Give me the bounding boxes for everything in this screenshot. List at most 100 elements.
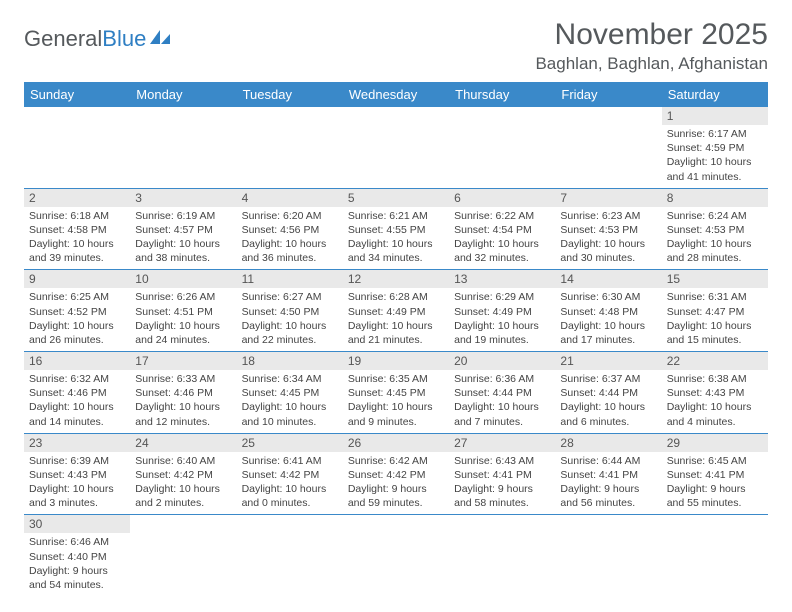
sunrise-text: Sunrise: 6:33 AM [135,372,231,386]
calendar-cell: 10Sunrise: 6:26 AMSunset: 4:51 PMDayligh… [130,270,236,352]
day-number: 27 [449,434,555,452]
day-number: 29 [662,434,768,452]
calendar-cell: 15Sunrise: 6:31 AMSunset: 4:47 PMDayligh… [662,270,768,352]
sunrise-text: Sunrise: 6:46 AM [29,535,125,549]
day-details: Sunrise: 6:30 AMSunset: 4:48 PMDaylight:… [555,288,661,351]
daylight-text: Daylight: 10 hours and 24 minutes. [135,319,231,347]
calendar-cell [662,515,768,596]
sunrise-text: Sunrise: 6:37 AM [560,372,656,386]
sunset-text: Sunset: 4:59 PM [667,141,763,155]
calendar-row: 9Sunrise: 6:25 AMSunset: 4:52 PMDaylight… [24,270,768,352]
day-number: 8 [662,189,768,207]
day-number: 1 [662,107,768,125]
day-details: Sunrise: 6:19 AMSunset: 4:57 PMDaylight:… [130,207,236,270]
sunrise-text: Sunrise: 6:31 AM [667,290,763,304]
daylight-text: Daylight: 10 hours and 34 minutes. [348,237,444,265]
day-number: 7 [555,189,661,207]
calendar-cell: .. [24,107,130,188]
day-header: Monday [130,82,236,107]
day-number: 20 [449,352,555,370]
sunset-text: Sunset: 4:48 PM [560,305,656,319]
daylight-text: Daylight: 10 hours and 15 minutes. [667,319,763,347]
sunrise-text: Sunrise: 6:44 AM [560,454,656,468]
logo-text-1: General [24,26,102,52]
daylight-text: Daylight: 9 hours and 58 minutes. [454,482,550,510]
day-header: Friday [555,82,661,107]
day-number: 21 [555,352,661,370]
header: GeneralBlue November 2025 Baghlan, Baghl… [24,18,768,74]
day-details: Sunrise: 6:17 AMSunset: 4:59 PMDaylight:… [662,125,768,188]
daylight-text: Daylight: 10 hours and 28 minutes. [667,237,763,265]
sunset-text: Sunset: 4:51 PM [135,305,231,319]
sunset-text: Sunset: 4:44 PM [454,386,550,400]
day-number: 19 [343,352,449,370]
day-details: Sunrise: 6:18 AMSunset: 4:58 PMDaylight:… [24,207,130,270]
day-header-row: Sunday Monday Tuesday Wednesday Thursday… [24,82,768,107]
sunrise-text: Sunrise: 6:43 AM [454,454,550,468]
day-details: Sunrise: 6:24 AMSunset: 4:53 PMDaylight:… [662,207,768,270]
location: Baghlan, Baghlan, Afghanistan [535,54,768,74]
daylight-text: Daylight: 9 hours and 56 minutes. [560,482,656,510]
sunrise-text: Sunrise: 6:35 AM [348,372,444,386]
day-number: 11 [237,270,343,288]
sunset-text: Sunset: 4:41 PM [454,468,550,482]
day-details: Sunrise: 6:34 AMSunset: 4:45 PMDaylight:… [237,370,343,433]
day-number: 6 [449,189,555,207]
sunrise-text: Sunrise: 6:38 AM [667,372,763,386]
day-details: Sunrise: 6:44 AMSunset: 4:41 PMDaylight:… [555,452,661,515]
calendar-cell [449,515,555,596]
day-number: 18 [237,352,343,370]
calendar-cell [130,515,236,596]
calendar-cell: 20Sunrise: 6:36 AMSunset: 4:44 PMDayligh… [449,352,555,434]
sunset-text: Sunset: 4:42 PM [135,468,231,482]
daylight-text: Daylight: 10 hours and 26 minutes. [29,319,125,347]
sunrise-text: Sunrise: 6:45 AM [667,454,763,468]
daylight-text: Daylight: 10 hours and 3 minutes. [29,482,125,510]
sunset-text: Sunset: 4:56 PM [242,223,338,237]
calendar-cell: 16Sunrise: 6:32 AMSunset: 4:46 PMDayligh… [24,352,130,434]
day-details: Sunrise: 6:22 AMSunset: 4:54 PMDaylight:… [449,207,555,270]
calendar-cell: 26Sunrise: 6:42 AMSunset: 4:42 PMDayligh… [343,433,449,515]
sunrise-text: Sunrise: 6:41 AM [242,454,338,468]
day-details: Sunrise: 6:27 AMSunset: 4:50 PMDaylight:… [237,288,343,351]
daylight-text: Daylight: 10 hours and 17 minutes. [560,319,656,347]
daylight-text: Daylight: 9 hours and 59 minutes. [348,482,444,510]
calendar-row: 30Sunrise: 6:46 AMSunset: 4:40 PMDayligh… [24,515,768,596]
day-number: 30 [24,515,130,533]
day-details: Sunrise: 6:31 AMSunset: 4:47 PMDaylight:… [662,288,768,351]
day-number: 12 [343,270,449,288]
sunrise-text: Sunrise: 6:32 AM [29,372,125,386]
daylight-text: Daylight: 10 hours and 0 minutes. [242,482,338,510]
sunset-text: Sunset: 4:53 PM [667,223,763,237]
calendar-cell: .. [237,107,343,188]
month-title: November 2025 [535,18,768,52]
sunset-text: Sunset: 4:43 PM [29,468,125,482]
calendar-cell [555,515,661,596]
day-details: Sunrise: 6:43 AMSunset: 4:41 PMDaylight:… [449,452,555,515]
day-number: 14 [555,270,661,288]
daylight-text: Daylight: 10 hours and 4 minutes. [667,400,763,428]
calendar-cell: 17Sunrise: 6:33 AMSunset: 4:46 PMDayligh… [130,352,236,434]
calendar-cell [237,515,343,596]
day-details: Sunrise: 6:26 AMSunset: 4:51 PMDaylight:… [130,288,236,351]
sunrise-text: Sunrise: 6:18 AM [29,209,125,223]
calendar-cell: 18Sunrise: 6:34 AMSunset: 4:45 PMDayligh… [237,352,343,434]
sunset-text: Sunset: 4:49 PM [454,305,550,319]
day-number: 25 [237,434,343,452]
day-header: Saturday [662,82,768,107]
calendar-cell: 21Sunrise: 6:37 AMSunset: 4:44 PMDayligh… [555,352,661,434]
calendar-cell: .. [449,107,555,188]
day-number: 2 [24,189,130,207]
sunrise-text: Sunrise: 6:20 AM [242,209,338,223]
sunrise-text: Sunrise: 6:27 AM [242,290,338,304]
sunrise-text: Sunrise: 6:17 AM [667,127,763,141]
sunset-text: Sunset: 4:43 PM [667,386,763,400]
calendar-cell: 4Sunrise: 6:20 AMSunset: 4:56 PMDaylight… [237,188,343,270]
calendar-cell: .. [555,107,661,188]
day-header: Wednesday [343,82,449,107]
calendar-cell: 3Sunrise: 6:19 AMSunset: 4:57 PMDaylight… [130,188,236,270]
sunset-text: Sunset: 4:52 PM [29,305,125,319]
daylight-text: Daylight: 10 hours and 32 minutes. [454,237,550,265]
calendar-cell: 11Sunrise: 6:27 AMSunset: 4:50 PMDayligh… [237,270,343,352]
day-number: 23 [24,434,130,452]
